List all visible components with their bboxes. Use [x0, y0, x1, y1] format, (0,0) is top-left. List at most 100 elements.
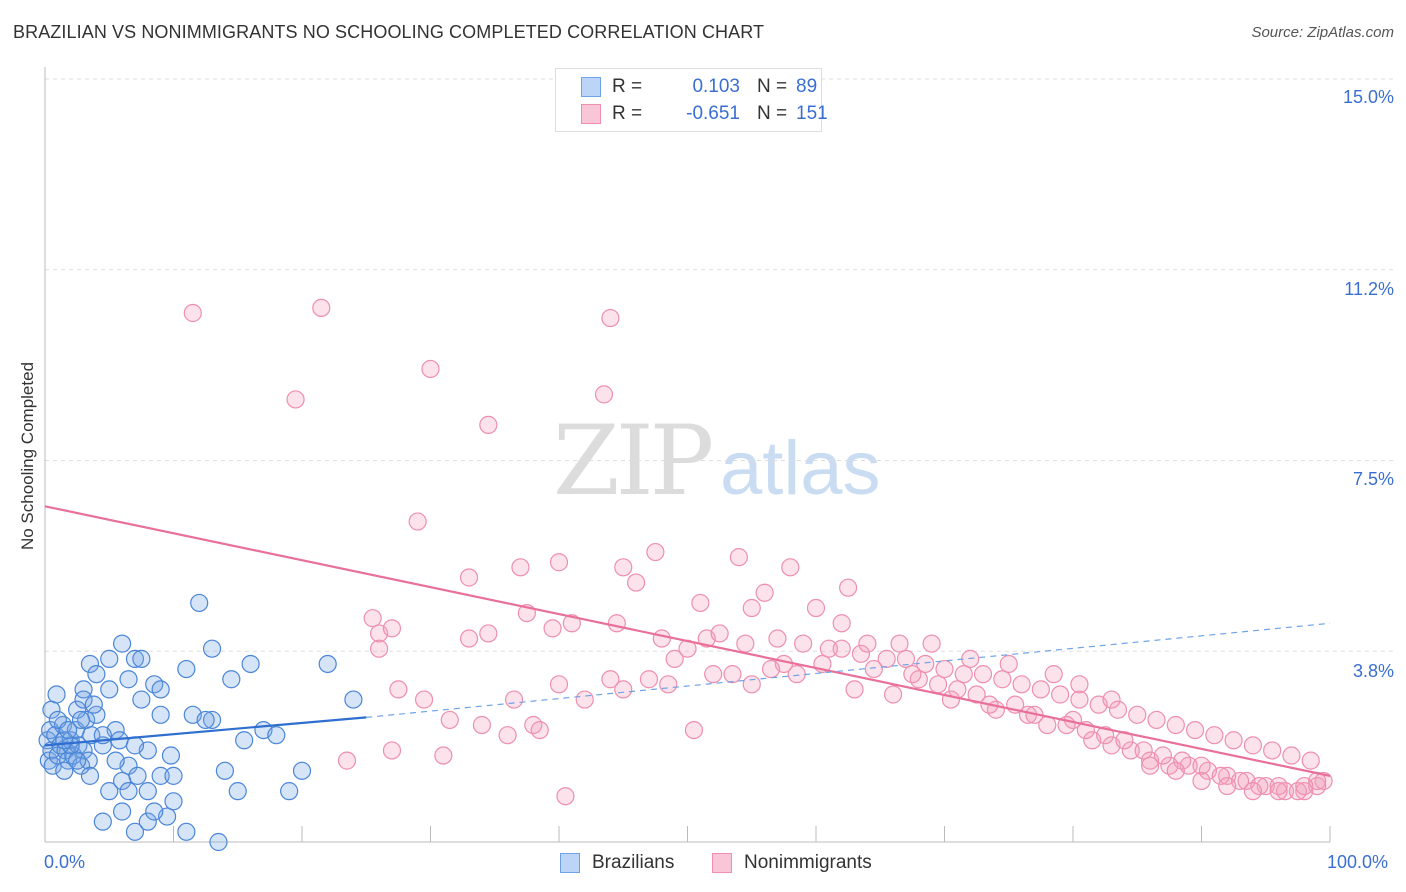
nonimmigrants-point [1185, 720, 1205, 740]
brazilians-point [151, 680, 170, 699]
brazilians-point [267, 726, 286, 745]
brazilians-point [190, 593, 209, 613]
nonimmigrants-point [601, 308, 620, 328]
brazilians-point [74, 690, 93, 709]
nonimmigrants-point [890, 634, 909, 653]
brazilians-point [215, 761, 234, 780]
nonimmigrants-point [684, 720, 704, 740]
nonimmigrants-point [382, 741, 402, 760]
nonimmigrants-point [1051, 685, 1070, 704]
brazilians-point [132, 649, 151, 668]
nonimmigrants-point [999, 654, 1018, 674]
brazilians-point [128, 766, 147, 785]
brazilians-point [138, 812, 157, 831]
brazilians-swatch [560, 853, 580, 873]
nonimmigrants-swatch [712, 853, 732, 873]
nonimmigrants-point [1192, 756, 1211, 775]
watermark-atlas: atlas [720, 426, 881, 511]
brazilians-point [112, 634, 132, 653]
nonimmigrants-point [652, 629, 671, 648]
brazilians-point [222, 670, 241, 689]
nonimmigrants-point [1108, 700, 1128, 719]
legend-n-value: 89 [796, 76, 818, 97]
brazilians-point [71, 710, 91, 730]
nonimmigrants-point [1134, 741, 1153, 760]
brazilians-point [80, 766, 100, 785]
brazilians-point [119, 782, 138, 801]
brazilians-point [161, 746, 181, 765]
nonimmigrants-point [389, 680, 408, 699]
nonimmigrants-point [459, 568, 479, 587]
brazilians-point [47, 685, 66, 704]
nonimmigrants-point [704, 665, 723, 684]
source-label: Source: ZipAtlas.com [1251, 24, 1394, 41]
brazilians-point [80, 654, 100, 674]
nonimmigrants-point [562, 614, 581, 633]
nonimmigrants-point [832, 639, 851, 658]
nonimmigrants-point [434, 746, 453, 765]
y-tick-label: 3.8% [1352, 661, 1394, 681]
nonimmigrants-point [896, 649, 916, 668]
brazilians-point [125, 736, 145, 755]
brazilians-point [318, 654, 337, 674]
nonimmigrants-point [864, 659, 883, 679]
y-tick-label: 7.5% [1352, 469, 1394, 489]
nonimmigrants-point [1096, 726, 1115, 745]
nonimmigrants-point [543, 619, 562, 638]
legend-r-value: 0.103 [692, 76, 740, 97]
brazilians-point [55, 761, 74, 780]
nonimmigrants-point [440, 710, 459, 730]
nonimmigrants-point [806, 598, 826, 618]
nonimmigrants-point [935, 659, 954, 679]
nonimmigrants-point [370, 639, 389, 658]
nonimmigrants-point [337, 751, 357, 770]
legend-item-brazilians[interactable]: Brazilians [560, 852, 674, 874]
nonimmigrants-point [954, 665, 973, 684]
correlation-legend: R = 0.103 N = 89 R = -0.651 N = 151 [555, 68, 828, 132]
nonimmigrants-point [1269, 776, 1288, 796]
brazilians-point [280, 782, 299, 801]
nonimmigrants-point [1308, 776, 1327, 796]
nonimmigrants-point [1269, 782, 1288, 801]
brazilians-point [202, 639, 222, 658]
nonimmigrants-point [1243, 782, 1263, 801]
nonimmigrants-point [659, 675, 678, 694]
nonimmigrants-point [1205, 726, 1224, 745]
nonimmigrants-point [832, 614, 851, 633]
nonimmigrants-point [851, 644, 871, 663]
brazilians-point [93, 812, 112, 831]
nonimmigrants-trend-line [44, 505, 1331, 777]
brazilians-point [87, 665, 106, 684]
brazilians-point [209, 832, 228, 852]
nonimmigrants-point [691, 593, 710, 613]
legend-item-nonimmigrants[interactable]: Nonimmigrants [712, 852, 872, 874]
nonimmigrants-point [1044, 665, 1063, 684]
nonimmigrants-point [504, 690, 524, 709]
legend-n-label: N = [757, 103, 788, 124]
nonimmigrants-point [1121, 741, 1140, 760]
nonimmigrants-point [286, 390, 305, 409]
nonimmigrants-point [382, 619, 402, 638]
nonimmigrants-point [1012, 675, 1031, 694]
brazilians-point [164, 792, 183, 811]
legend-r-label: R = [612, 103, 643, 124]
nonimmigrants-point [530, 720, 549, 740]
legend-label: Brazilians [592, 852, 675, 873]
nonimmigrants-point [511, 558, 530, 577]
brazilians-point [292, 761, 312, 780]
brazilians-point [164, 766, 183, 785]
nonimmigrants-point [421, 359, 440, 379]
nonimmigrants-point [768, 629, 787, 648]
brazilians-point [68, 700, 87, 719]
nonimmigrants-point [922, 634, 941, 653]
nonimmigrants-point [903, 665, 922, 684]
nonimmigrants-point [967, 685, 986, 704]
nonimmigrants-point [1031, 680, 1050, 699]
nonimmigrants-point [729, 548, 749, 567]
legend-r-label: R = [612, 76, 643, 97]
nonimmigrants-point [414, 690, 434, 709]
brazilians-point [106, 751, 125, 770]
nonimmigrants-point [594, 385, 614, 404]
nonimmigrants-point [1128, 705, 1147, 724]
